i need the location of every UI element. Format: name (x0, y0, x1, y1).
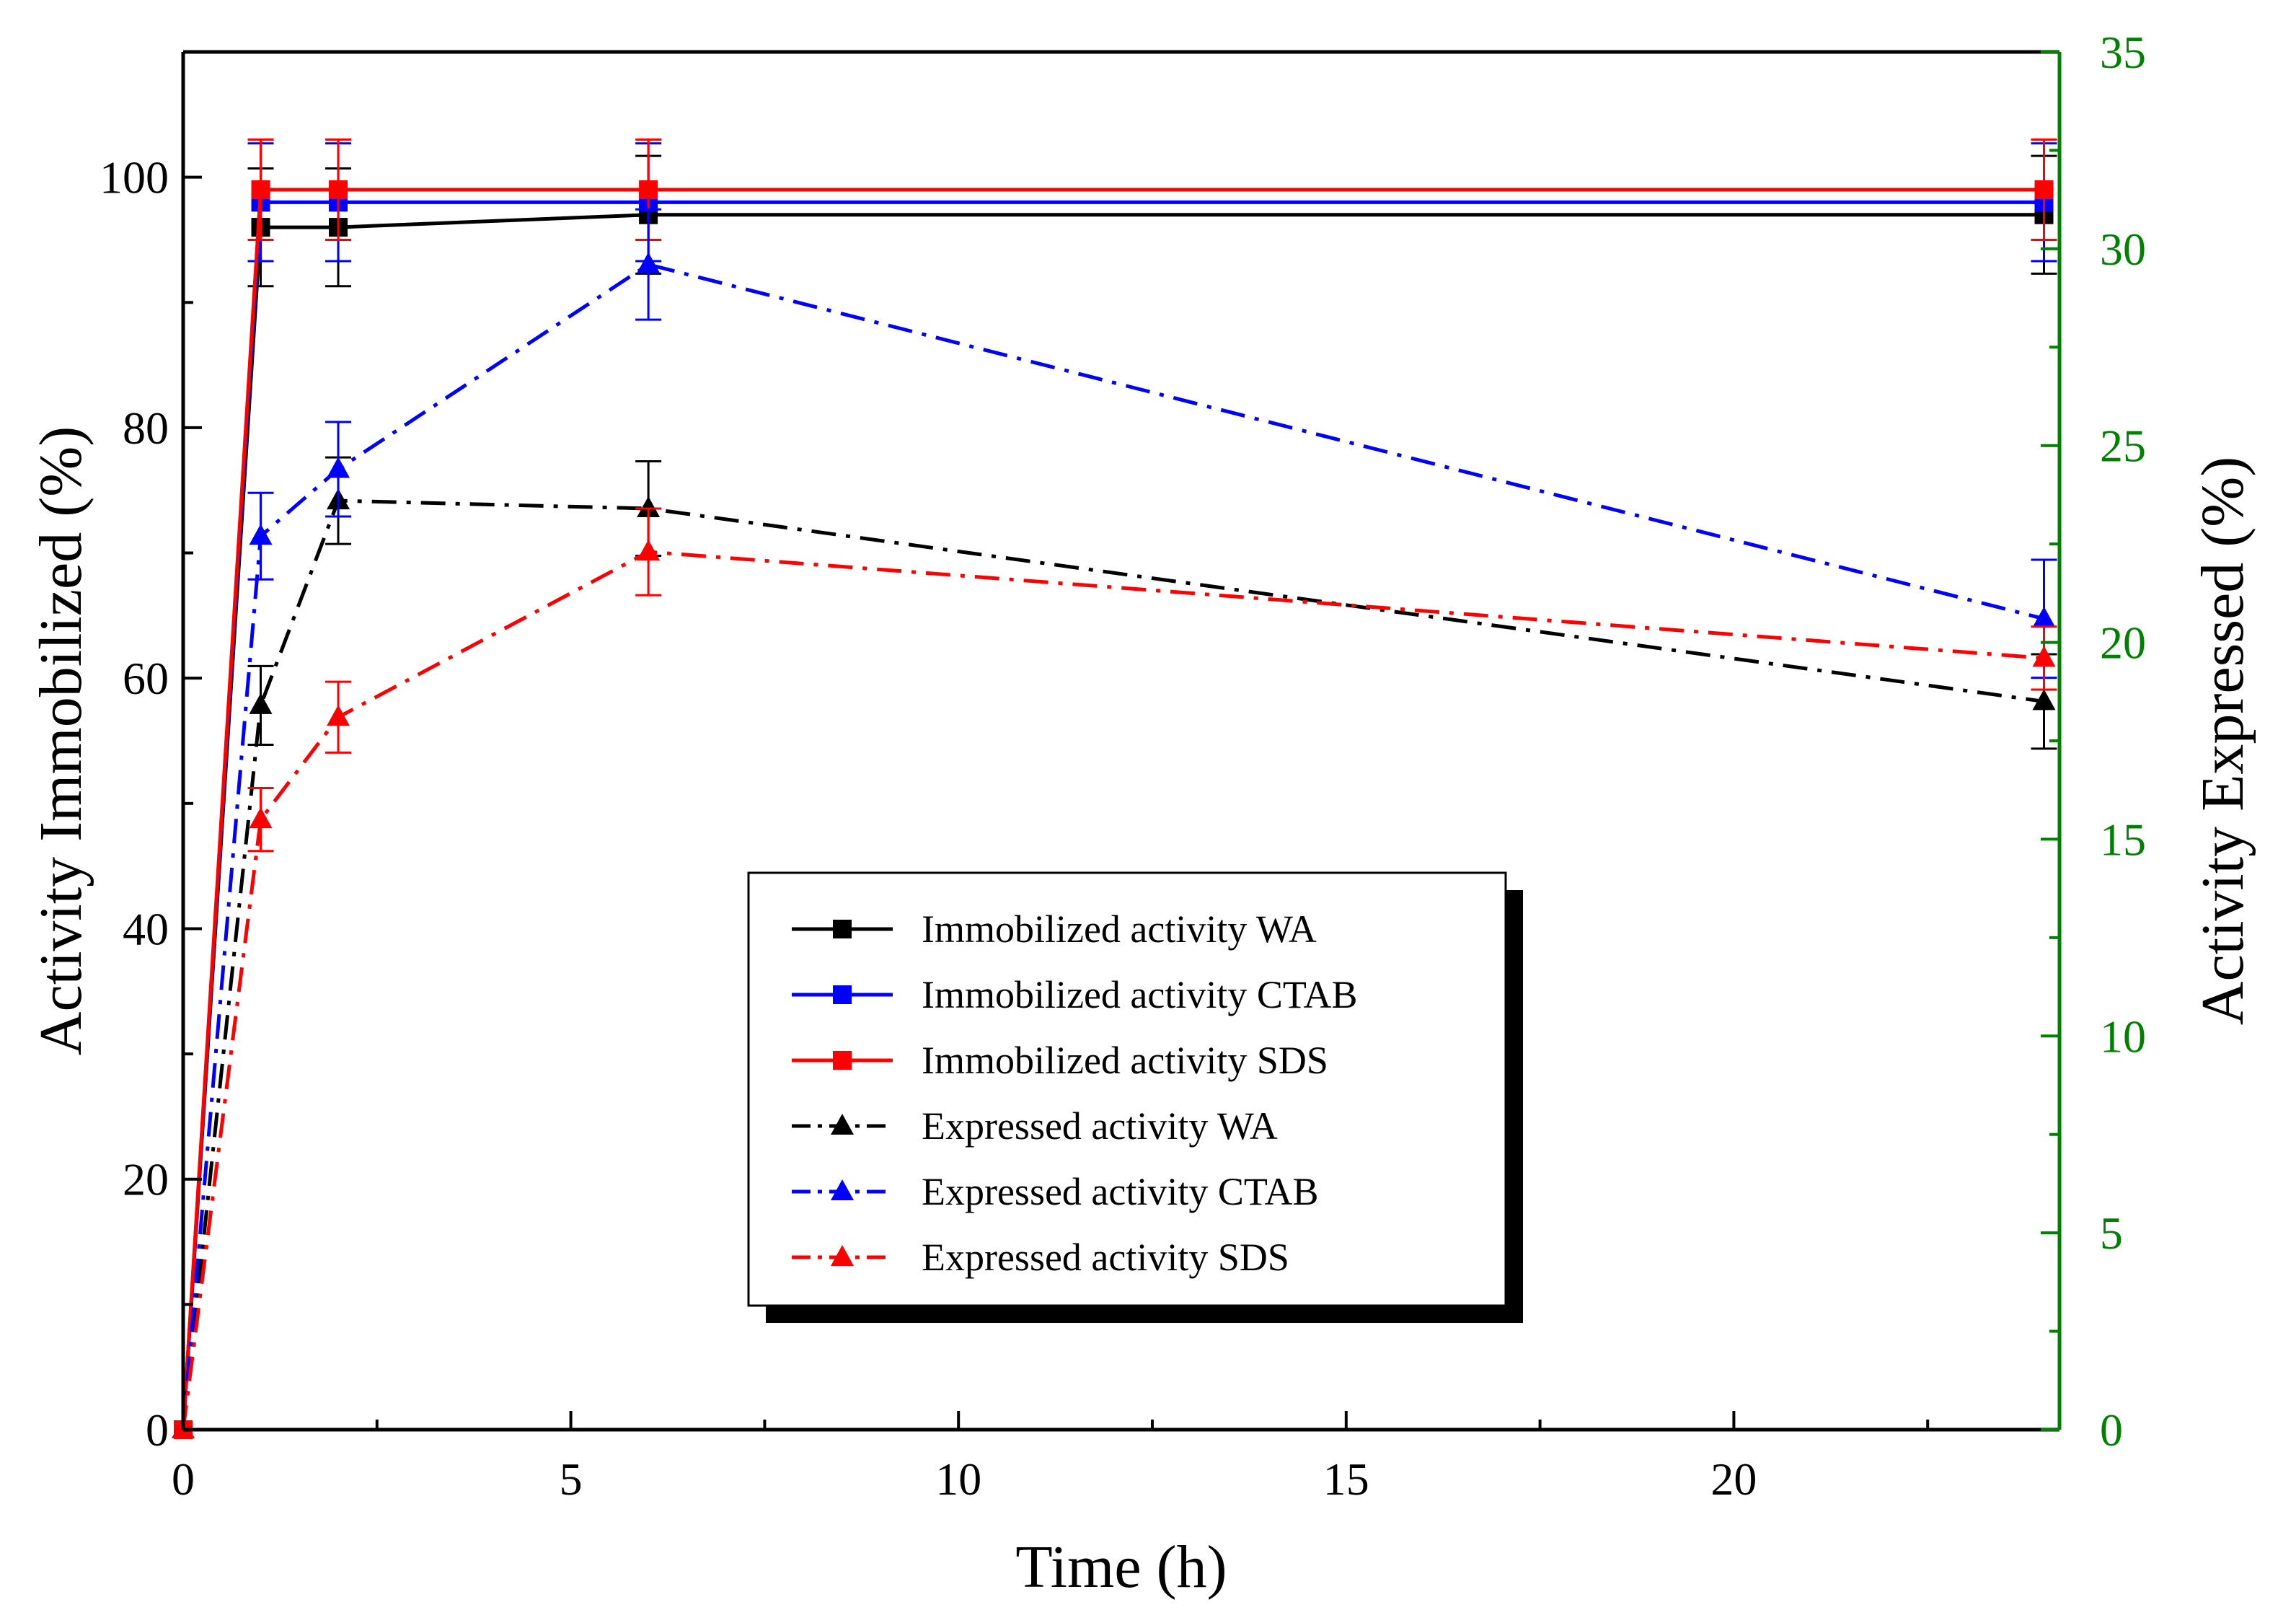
data-point (2032, 606, 2056, 628)
data-point (637, 540, 661, 561)
y-tick-label: 80 (123, 402, 169, 454)
legend-marker (833, 920, 852, 938)
data-point (329, 180, 348, 199)
legend-marker (833, 1051, 852, 1070)
legend-label: Immobilized activity SDS (922, 1039, 1328, 1082)
y-axis-title: Activity Immobilized (%) (27, 426, 94, 1055)
y2-tick-label: 20 (2100, 617, 2146, 669)
x-tick-label: 10 (935, 1453, 981, 1505)
legend-marker (831, 1179, 854, 1200)
legend-marker (833, 985, 852, 1004)
data-point (249, 807, 273, 829)
data-point (327, 457, 350, 478)
x-tick-label: 20 (1710, 1453, 1757, 1505)
legend-marker (831, 1245, 854, 1266)
x-axis-title: Time (h) (1015, 1534, 1227, 1601)
legend-marker (831, 1114, 854, 1135)
x-tick-label: 15 (1323, 1453, 1369, 1505)
x-tick-label: 5 (560, 1453, 583, 1505)
y2-tick-label: 15 (2100, 814, 2146, 865)
y2-axis-title: Activity Expressed (%) (2189, 457, 2256, 1025)
data-point (249, 692, 273, 714)
legend-box (747, 871, 1507, 1307)
y-tick-label: 100 (100, 152, 169, 203)
y2-tick-label: 35 (2100, 27, 2146, 78)
data-point (327, 705, 350, 726)
x-tick-label: 0 (172, 1453, 195, 1505)
legend-label: Expressed activity SDS (922, 1236, 1289, 1279)
y-tick-label: 40 (123, 903, 169, 954)
series-layer (172, 138, 2057, 1439)
y-tick-label: 0 (146, 1404, 169, 1456)
legend-label: Expressed activity WA (922, 1104, 1278, 1148)
data-point (2032, 646, 2056, 667)
legend-label: Expressed activity CTAB (922, 1170, 1319, 1213)
data-point (251, 180, 270, 199)
data-point (639, 180, 658, 199)
y-tick-label: 20 (123, 1154, 169, 1205)
legend-label: Immobilized activity WA (922, 907, 1317, 951)
axes: 0 5 10 15 20 0 20 40 60 80 100 0 5 10 15 20 25 30 35 Time (… (27, 27, 2256, 1601)
y2-tick-label: 30 (2100, 224, 2146, 275)
data-point (2032, 689, 2056, 711)
y2-tick-label: 5 (2100, 1208, 2123, 1259)
data-point (637, 252, 661, 273)
y2-tick-label: 10 (2100, 1011, 2146, 1062)
legend-label: Immobilized activity CTAB (922, 973, 1358, 1016)
data-point (2034, 180, 2054, 199)
series-expressed-activity-ctab (172, 208, 2057, 1438)
data-point (249, 524, 273, 545)
y-tick-label: 60 (123, 653, 169, 704)
legend: Immobilized activity WA Immobilized activ… (747, 871, 1523, 1323)
y2-tick-label: 25 (2100, 421, 2146, 472)
y2-tick-label: 0 (2100, 1404, 2123, 1456)
data-point (637, 496, 661, 518)
